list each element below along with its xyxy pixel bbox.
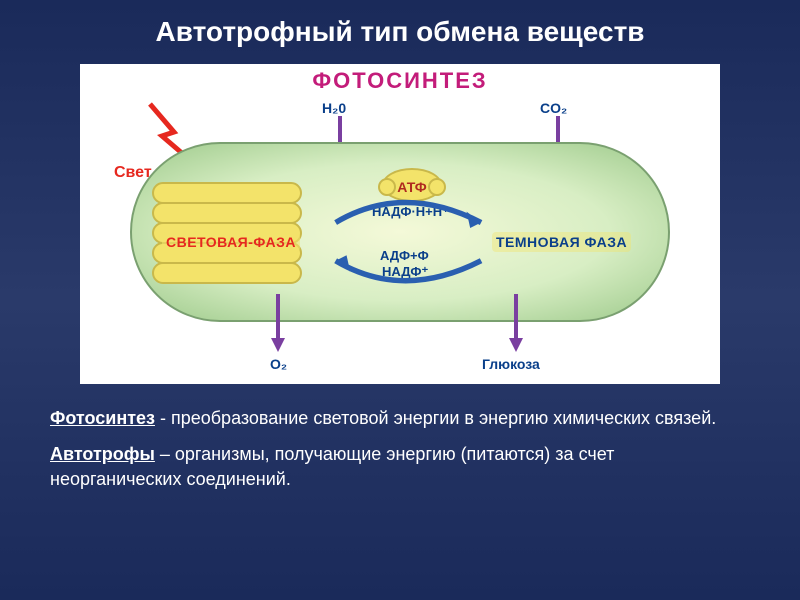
nadphh-label: НАДФ·Н+Н⁺ [372, 204, 449, 220]
h2o-label: H₂0 [322, 100, 346, 116]
light-phase-label: СВЕТОВАЯ-ФАЗА [162, 232, 300, 252]
paragraph-photosynthesis: Фотосинтез - преобразование световой эне… [50, 406, 750, 430]
chloroplast-cell: СВЕТОВАЯ-ФАЗА ТЕМНОВАЯ ФАЗА АТФ НАДФ·Н+Н… [130, 142, 670, 322]
dark-phase-label: ТЕМНОВАЯ ФАЗА [492, 232, 631, 252]
slide-title: Автотрофный тип обмена веществ [0, 0, 800, 56]
co2-label: CO₂ [540, 100, 567, 116]
p1-rest: - преобразование световой энергии в энер… [155, 408, 716, 428]
glucose-label: Глюкоза [482, 356, 540, 372]
nadfp-label: НАДФ⁺ [382, 264, 428, 280]
term-autotrophs: Автотрофы [50, 444, 155, 464]
body-text: Фотосинтез - преобразование световой эне… [0, 396, 800, 491]
diagram-title: ФОТОСИНТЕЗ [80, 64, 720, 94]
adpf-label: АДФ+Ф [380, 248, 429, 263]
atp-badge: АТФ [382, 168, 442, 202]
o2-label: O₂ [270, 356, 287, 372]
paragraph-autotrophs: Автотрофы – организмы, получающие энерги… [50, 442, 750, 491]
term-photosynthesis: Фотосинтез [50, 408, 155, 428]
diagram-panel: ФОТОСИНТЕЗ Свет H₂0 CO₂ СВЕТОВАЯ-ФАЗА ТЕ… [80, 64, 720, 384]
